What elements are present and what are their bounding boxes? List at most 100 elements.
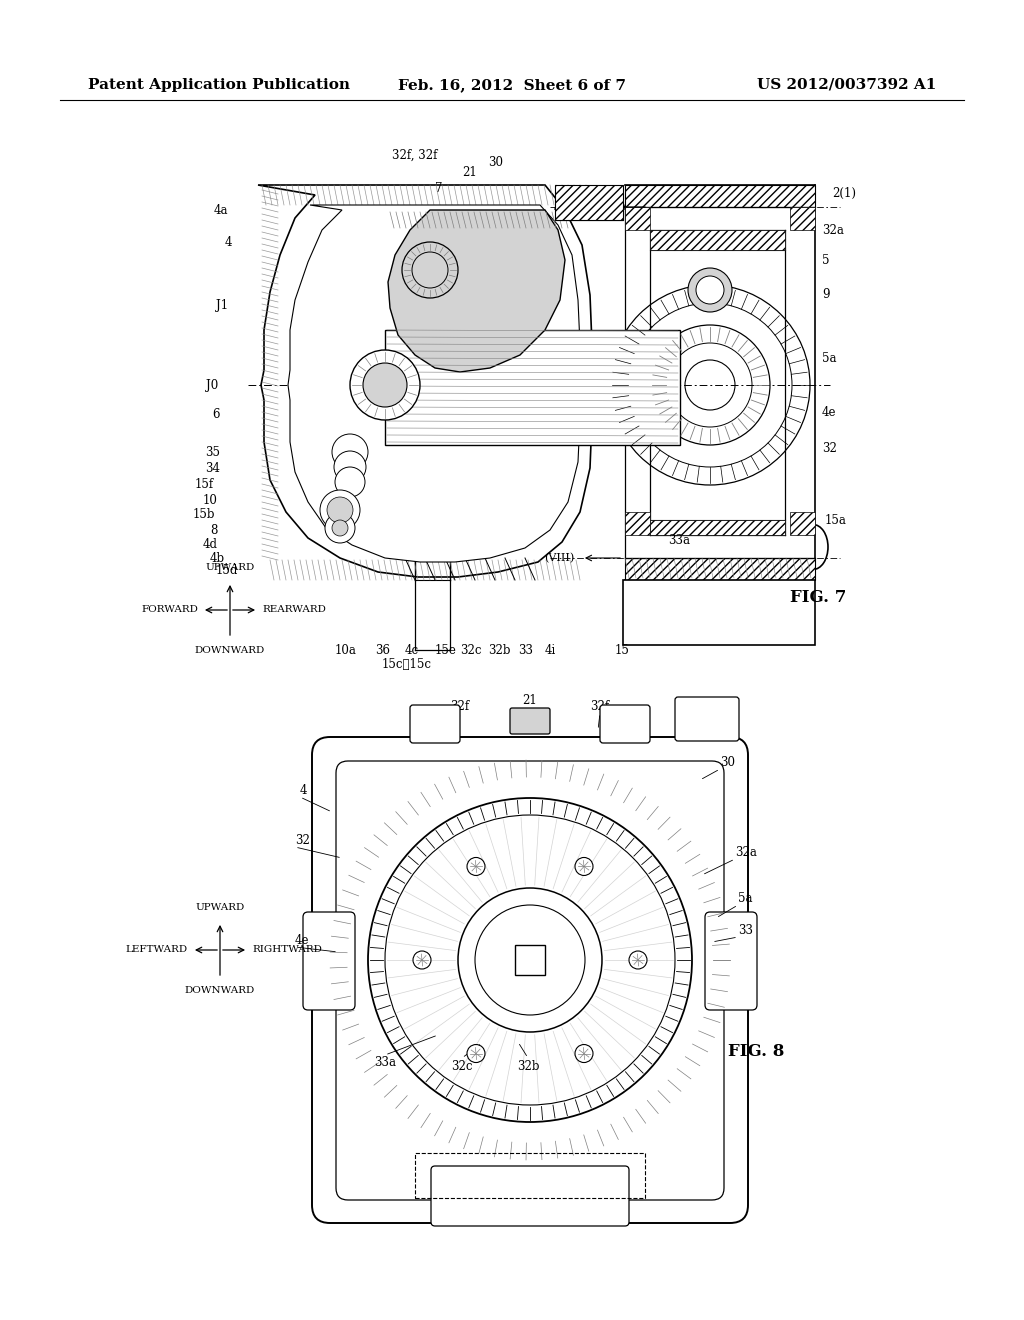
Bar: [790, 512, 815, 535]
Bar: [625, 558, 815, 579]
Text: 15f: 15f: [195, 479, 214, 491]
Bar: [555, 185, 623, 220]
Text: 4i: 4i: [545, 644, 556, 656]
Text: 15: 15: [615, 644, 630, 656]
Circle shape: [327, 498, 353, 523]
Circle shape: [362, 363, 407, 407]
Text: 32c: 32c: [460, 644, 481, 656]
Text: 5a: 5a: [822, 351, 837, 364]
Circle shape: [332, 434, 368, 470]
Text: FORWARD: FORWARD: [141, 606, 198, 615]
FancyBboxPatch shape: [510, 708, 550, 734]
Text: 10: 10: [203, 494, 218, 507]
Text: 15a: 15a: [825, 513, 847, 527]
Text: 35: 35: [205, 446, 220, 458]
Text: 7: 7: [435, 181, 442, 194]
Circle shape: [335, 467, 365, 498]
Text: 4e: 4e: [295, 933, 309, 946]
Bar: [385, 330, 680, 445]
Bar: [515, 945, 545, 975]
Text: 4d: 4d: [203, 539, 218, 552]
Text: FIG. 8: FIG. 8: [728, 1044, 784, 1060]
Circle shape: [696, 276, 724, 304]
Text: 6: 6: [213, 408, 220, 421]
Text: 4: 4: [300, 784, 307, 796]
Text: 32a: 32a: [735, 846, 757, 858]
Text: 32: 32: [822, 441, 837, 454]
Text: 36: 36: [375, 644, 390, 656]
Text: 33a: 33a: [668, 533, 690, 546]
Circle shape: [467, 1044, 485, 1063]
Circle shape: [413, 950, 431, 969]
Text: 30: 30: [488, 157, 503, 169]
Bar: [790, 207, 815, 230]
Text: 2(1): 2(1): [831, 186, 856, 199]
Text: 33: 33: [738, 924, 753, 936]
Text: 8: 8: [211, 524, 218, 536]
Text: 4a: 4a: [213, 203, 228, 216]
Text: RIGHTWARD: RIGHTWARD: [252, 945, 322, 954]
Text: 34: 34: [205, 462, 220, 474]
Text: (VIII): (VIII): [544, 553, 574, 564]
Bar: [625, 512, 650, 535]
Text: 9: 9: [822, 289, 829, 301]
Bar: [650, 520, 785, 535]
FancyBboxPatch shape: [600, 705, 650, 743]
Text: 4: 4: [224, 235, 232, 248]
Text: Patent Application Publication: Patent Application Publication: [88, 78, 350, 92]
Bar: [623, 579, 815, 645]
Text: 21: 21: [462, 165, 477, 178]
Circle shape: [688, 268, 732, 312]
Circle shape: [334, 451, 366, 483]
Circle shape: [467, 858, 485, 875]
Text: 32f: 32f: [591, 700, 609, 713]
Text: 9: 9: [710, 715, 718, 729]
Text: 21: 21: [522, 693, 538, 706]
Text: UPWARD: UPWARD: [196, 903, 245, 912]
Text: 32f: 32f: [451, 700, 470, 713]
Text: 15c～15c: 15c～15c: [382, 659, 432, 672]
Text: 15b: 15b: [193, 508, 215, 521]
Polygon shape: [388, 210, 565, 372]
Text: 32b: 32b: [517, 1060, 540, 1072]
FancyBboxPatch shape: [675, 697, 739, 741]
Bar: [650, 230, 785, 249]
Text: UPWARD: UPWARD: [206, 564, 255, 572]
Text: 10a: 10a: [335, 644, 357, 656]
FancyBboxPatch shape: [431, 1166, 629, 1226]
Text: (VIII): (VIII): [566, 202, 597, 213]
Text: 33a: 33a: [374, 1056, 396, 1068]
Circle shape: [325, 513, 355, 543]
Text: Feb. 16, 2012  Sheet 6 of 7: Feb. 16, 2012 Sheet 6 of 7: [398, 78, 626, 92]
Polygon shape: [288, 205, 580, 562]
FancyBboxPatch shape: [705, 912, 757, 1010]
Text: 5a: 5a: [738, 891, 753, 904]
Text: 5: 5: [822, 253, 829, 267]
Text: DOWNWARD: DOWNWARD: [195, 645, 265, 655]
Circle shape: [575, 858, 593, 875]
Text: 32b: 32b: [488, 644, 511, 656]
Text: LEFTWARD: LEFTWARD: [126, 945, 188, 954]
Text: J0: J0: [206, 379, 218, 392]
Circle shape: [629, 950, 647, 969]
FancyBboxPatch shape: [312, 737, 748, 1224]
Text: 4b: 4b: [210, 552, 225, 565]
Circle shape: [575, 1044, 593, 1063]
Bar: [415, 1152, 645, 1199]
Text: REARWARD: REARWARD: [262, 606, 326, 615]
Text: 33: 33: [518, 644, 534, 656]
Bar: [625, 185, 815, 207]
Text: 32f, 32f: 32f, 32f: [392, 149, 437, 161]
Text: 30: 30: [720, 755, 735, 768]
Text: US 2012/0037392 A1: US 2012/0037392 A1: [757, 78, 936, 92]
Text: J1: J1: [216, 298, 228, 312]
Polygon shape: [258, 185, 592, 577]
Text: 15e: 15e: [435, 644, 457, 656]
FancyBboxPatch shape: [410, 705, 460, 743]
Circle shape: [458, 888, 602, 1032]
Text: DOWNWARD: DOWNWARD: [185, 986, 255, 995]
Text: 32a: 32a: [822, 223, 844, 236]
Text: FIG. 7: FIG. 7: [790, 590, 847, 606]
Circle shape: [332, 520, 348, 536]
Text: 32: 32: [295, 833, 310, 846]
